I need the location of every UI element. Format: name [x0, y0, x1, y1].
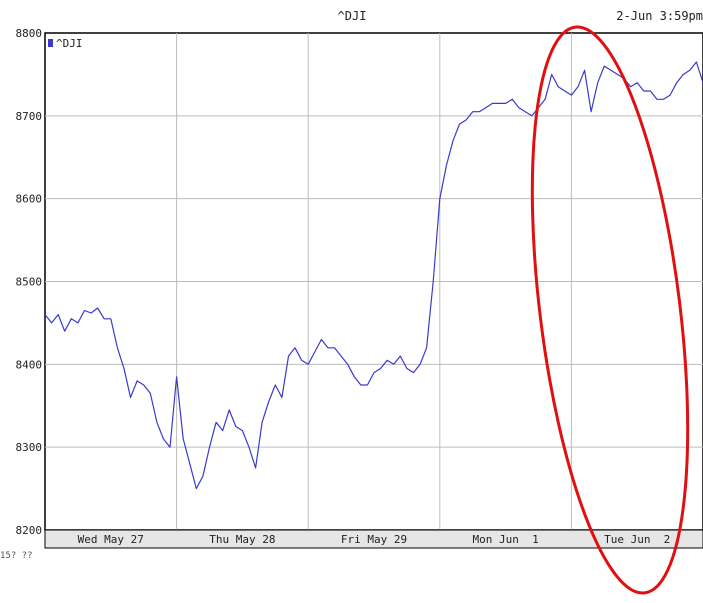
red-ellipse-annotation: [530, 25, 690, 595]
x-tick-label: Fri May 29: [341, 533, 407, 546]
x-tick-label: Mon Jun 1: [472, 533, 538, 546]
chart-title: ^DJI: [338, 9, 367, 23]
cutoff-label: 15? ??: [0, 551, 33, 561]
legend-label: ^DJI: [56, 37, 83, 50]
x-axis-band: [44, 529, 703, 549]
y-tick-label: 8700: [16, 110, 43, 123]
y-tick-label: 8300: [16, 441, 43, 454]
y-tick-label: 8600: [16, 193, 43, 206]
y-tick-label: 8400: [16, 358, 43, 371]
y-tick-label: 8200: [16, 524, 43, 537]
legend-swatch: [48, 39, 53, 47]
timestamp-label: 2-Jun 3:59pm: [616, 9, 703, 23]
y-tick-label: 8500: [16, 276, 43, 289]
x-tick-label: Wed May 27: [78, 533, 144, 546]
y-tick-label: 8800: [16, 27, 43, 40]
x-tick-label: Thu May 28: [209, 533, 275, 546]
x-tick-label: Tue Jun 2: [604, 533, 670, 546]
series-line-dji: [44, 61, 703, 490]
